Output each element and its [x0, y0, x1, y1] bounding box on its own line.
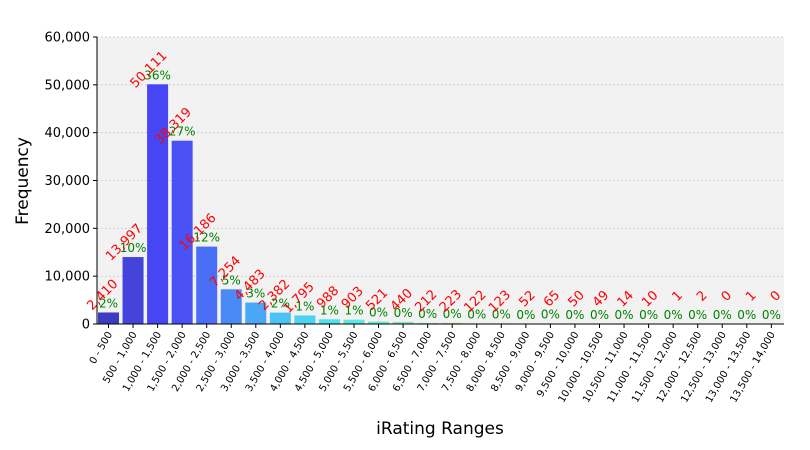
percent-label: 0% — [418, 307, 437, 321]
percent-label: 0% — [516, 308, 535, 322]
percent-label: 0% — [565, 308, 584, 322]
percent-label: 5% — [222, 273, 241, 287]
percent-label: 1% — [320, 303, 339, 317]
y-axis: 0 10,000 20,000 30,000 40,000 50,000 60,000 — [45, 31, 97, 333]
percent-label: 0% — [443, 307, 462, 321]
bar — [196, 246, 218, 324]
percent-label: 1% — [344, 304, 363, 318]
y-tick-label: 0 — [82, 318, 90, 333]
percent-label: 0% — [541, 308, 560, 322]
percent-label: 0% — [737, 308, 756, 322]
percent-label: 0% — [492, 307, 511, 321]
y-tick-label: 40,000 — [45, 126, 91, 141]
y-tick-label: 30,000 — [45, 174, 91, 189]
x-axis-title: iRating Ranges — [376, 419, 504, 439]
percent-label: 12% — [193, 231, 220, 245]
x-tick-label: 0 - 500 — [88, 330, 115, 366]
percent-label: 1% — [295, 299, 314, 313]
x-tick-label: 13,500 - 14,000 — [728, 330, 778, 405]
percent-label: 0% — [369, 306, 388, 320]
percent-label: 3% — [246, 287, 265, 301]
percent-label: 0% — [639, 308, 658, 322]
percent-label: 2% — [271, 297, 290, 311]
percent-label: 0% — [762, 308, 781, 322]
bar — [417, 322, 439, 324]
y-tick-label: 20,000 — [45, 222, 91, 237]
percent-label: 0% — [688, 308, 707, 322]
percent-label: 0% — [713, 308, 732, 322]
y-tick-label: 60,000 — [45, 31, 91, 46]
bar — [245, 302, 267, 324]
y-tick-label: 10,000 — [45, 270, 91, 285]
percent-label: 2% — [99, 296, 118, 310]
percent-label: 0% — [615, 308, 634, 322]
y-axis-title: Frequency — [13, 137, 33, 225]
bar — [441, 322, 463, 324]
percent-label: 27% — [169, 125, 196, 139]
percent-label: 10% — [120, 241, 147, 255]
y-tick-label: 50,000 — [45, 78, 91, 93]
bar — [98, 312, 119, 324]
percent-label: 0% — [467, 307, 486, 321]
bar — [368, 321, 390, 324]
bar — [392, 321, 414, 324]
grid-lines — [97, 36, 784, 277]
bar — [122, 257, 144, 324]
percent-label: 36% — [144, 68, 171, 82]
percent-label: 0% — [664, 308, 683, 322]
bar — [294, 315, 316, 324]
percent-label: 0% — [394, 306, 413, 320]
bar — [269, 312, 291, 324]
bars — [98, 84, 758, 324]
bar — [220, 289, 242, 324]
bar — [343, 319, 365, 324]
bar — [147, 84, 169, 324]
percent-label: 0% — [590, 308, 609, 322]
bar — [318, 319, 340, 324]
bar — [171, 140, 193, 324]
